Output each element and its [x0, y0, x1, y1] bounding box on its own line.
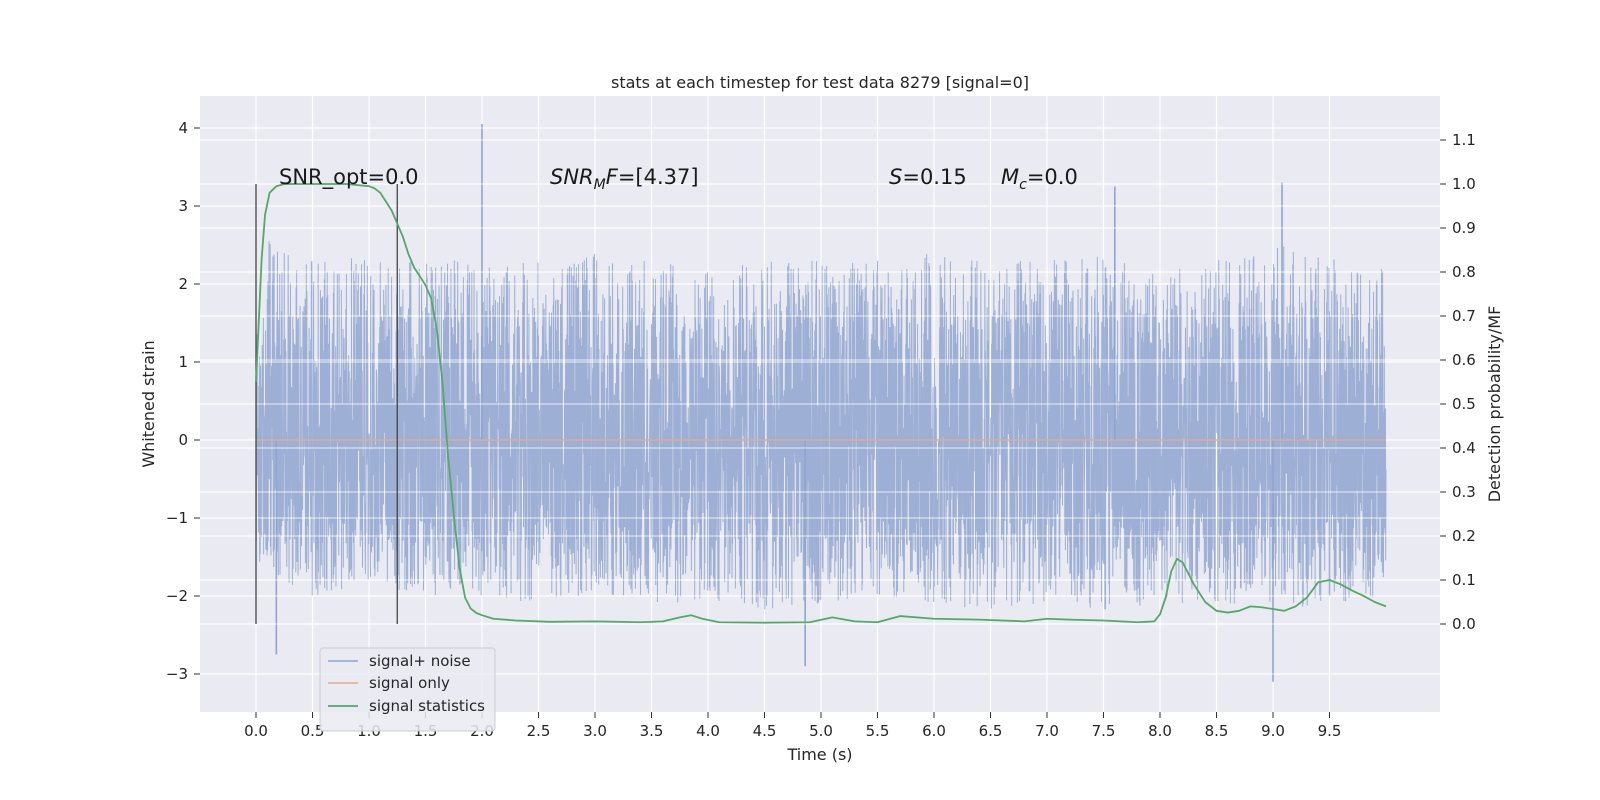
x-tick-label: 3.5 — [640, 722, 664, 740]
y-tick-label-right: 0.1 — [1452, 571, 1476, 589]
x-tick-label: 5.5 — [866, 722, 890, 740]
y-tick-label-left: −2 — [166, 587, 188, 605]
x-tick-label: 4.0 — [696, 722, 720, 740]
signal-plus-noise-series — [255, 124, 1387, 682]
y-tick-label-left: −3 — [166, 665, 188, 683]
signal-plus-noise-line — [255, 241, 1387, 610]
x-tick-label: 2.5 — [527, 722, 551, 740]
mc-sub: c — [1019, 177, 1027, 193]
y-tick-label-right: 0.9 — [1452, 219, 1476, 237]
y-tick-label-right: 0.4 — [1452, 439, 1476, 457]
x-tick-label: 9.0 — [1261, 722, 1285, 740]
y-tick-label-right: 0.6 — [1452, 351, 1476, 369]
x-tick-label: 8.0 — [1148, 722, 1172, 740]
y-tick-label-left: 4 — [178, 119, 188, 137]
grid-horizontal-overlay — [200, 127, 1440, 675]
snr-mf-rest-f: F — [606, 165, 619, 189]
annotation-snr-opt: SNR_opt=0.0 — [279, 165, 419, 190]
y-tick-label-left: 2 — [178, 275, 188, 293]
s-val: =0.15 — [902, 165, 966, 189]
x-tick-label: 6.5 — [979, 722, 1003, 740]
annotation-snr-mf: SNRMF=[4.37] — [550, 165, 699, 193]
x-tick-label: 5.0 — [809, 722, 833, 740]
x-tick-label: 8.5 — [1205, 722, 1229, 740]
legend-label-signal-only: signal only — [369, 674, 450, 692]
mc-val: =0.0 — [1027, 165, 1078, 189]
window-markers — [255, 184, 398, 624]
signal-statistics-series — [255, 183, 1387, 624]
y-tick-label-right: 0.8 — [1452, 263, 1476, 281]
snr-mf-base: SNR — [550, 165, 594, 189]
mc-var: M — [1001, 165, 1019, 189]
y-axis-label-right: Detection probability/MF — [1485, 306, 1504, 503]
y-tick-label-right: 0.3 — [1452, 483, 1476, 501]
x-tick-label: 4.5 — [753, 722, 777, 740]
x-tick-label: 0.5 — [301, 722, 325, 740]
legend-box — [319, 647, 496, 732]
x-tick-label: 7.0 — [1035, 722, 1059, 740]
y-tick-label-right: 0.7 — [1452, 307, 1476, 325]
y-tick-label-left: 0 — [178, 431, 188, 449]
annotation-s: S=0.15 — [889, 165, 967, 189]
x-tick-label: 0.0 — [244, 722, 268, 740]
chart-title: stats at each timestep for test data 827… — [611, 73, 1029, 92]
x-tick-label: 3.0 — [583, 722, 607, 740]
x-axis-label: Time (s) — [786, 745, 852, 764]
y-tick-label-right: 0.0 — [1452, 615, 1476, 633]
legend-label-signal-plus-noise: signal+ noise — [369, 652, 471, 670]
x-tick-label: 7.5 — [1092, 722, 1116, 740]
legend: signal+ noise signal only signal statist… — [319, 647, 496, 732]
y-tick-label-left: −1 — [166, 509, 188, 527]
y-axis-label: Whitened strain — [139, 340, 158, 467]
y-tick-label-left: 3 — [178, 197, 188, 215]
legend-label-signal-statistics: signal statistics — [369, 697, 485, 715]
snr-mf-rest: F=[4.37] — [606, 165, 699, 189]
y-tick-label-right: 0.5 — [1452, 395, 1476, 413]
y-tick-label-left: 1 — [178, 353, 188, 371]
y-tick-label-right: 0.2 — [1452, 527, 1476, 545]
x-tick-label: 9.5 — [1318, 722, 1342, 740]
annotation-mc: Mc=0.0 — [1001, 165, 1078, 193]
signal-statistics-line — [255, 183, 1387, 624]
snr-mf-sub: M — [594, 177, 606, 193]
x-tick-label: 6.0 — [922, 722, 946, 740]
s-var: S — [889, 165, 902, 189]
y-tick-label-right: 1.1 — [1452, 131, 1476, 149]
snr-mf-rest-value: =[4.37] — [618, 165, 699, 189]
y-tick-label-right: 1.0 — [1452, 175, 1476, 193]
